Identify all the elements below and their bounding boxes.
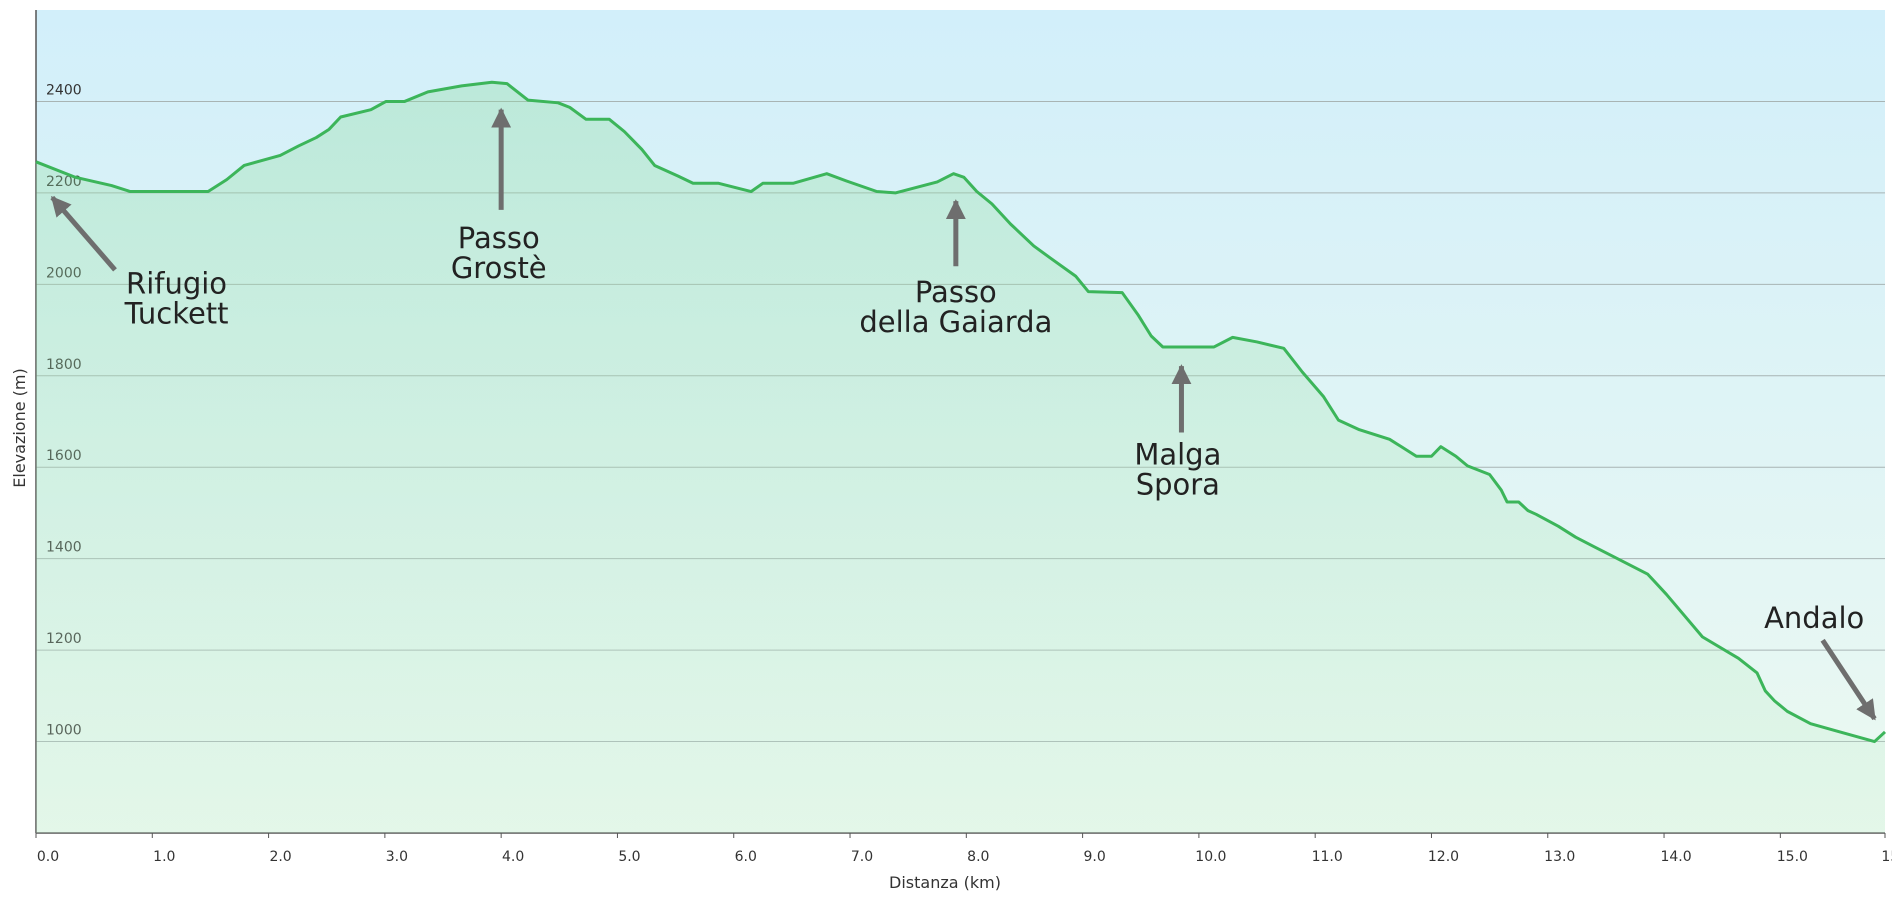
x-tick-label: 3.0	[386, 849, 408, 865]
x-tick-label: 2.0	[269, 849, 291, 865]
elevation-area	[36, 82, 1885, 834]
annotation-label: della Gaiarda	[859, 305, 1052, 339]
x-tick-label: 11.0	[1312, 849, 1343, 865]
annotation-label: Spora	[1136, 468, 1220, 502]
y-tick-label: 2400	[46, 82, 82, 98]
x-tick-label: 7.0	[851, 849, 873, 865]
annotation-label: Andalo	[1764, 601, 1864, 635]
x-tick-label: 15.0	[1777, 849, 1808, 865]
x-tick-label: 12.0	[1428, 849, 1459, 865]
x-tick-label: 14.0	[1660, 849, 1691, 865]
annotation-arrow	[1820, 638, 1877, 721]
annotation-label: Tuckett	[124, 297, 229, 331]
x-tick-label: 1.0	[153, 849, 175, 865]
x-tick-label: 5.0	[618, 849, 640, 865]
annotation-label: Grostè	[451, 251, 547, 285]
x-tick-label: 13.0	[1544, 849, 1575, 865]
annotation-label: Rifugio	[126, 267, 227, 301]
y-axis-title: Elevazione (m)	[10, 368, 29, 487]
x-tick-label: 8.0	[967, 849, 989, 865]
x-tick-label: 15.9	[1881, 849, 1892, 865]
x-tick-label: 10.0	[1195, 849, 1226, 865]
x-tick-label: 6.0	[735, 849, 757, 865]
x-axis-title: Distanza (km)	[889, 873, 1001, 892]
annotation-label: Passo	[458, 221, 540, 255]
elevation-line	[35, 80, 1887, 744]
annotation-arrow	[50, 195, 117, 272]
x-tick-label: 0.0	[37, 849, 59, 865]
annotation-label: Malga	[1134, 438, 1221, 472]
x-tick-label: 9.0	[1083, 849, 1105, 865]
x-tick-label: 4.0	[502, 849, 524, 865]
annotation-label: Passo	[915, 275, 997, 309]
